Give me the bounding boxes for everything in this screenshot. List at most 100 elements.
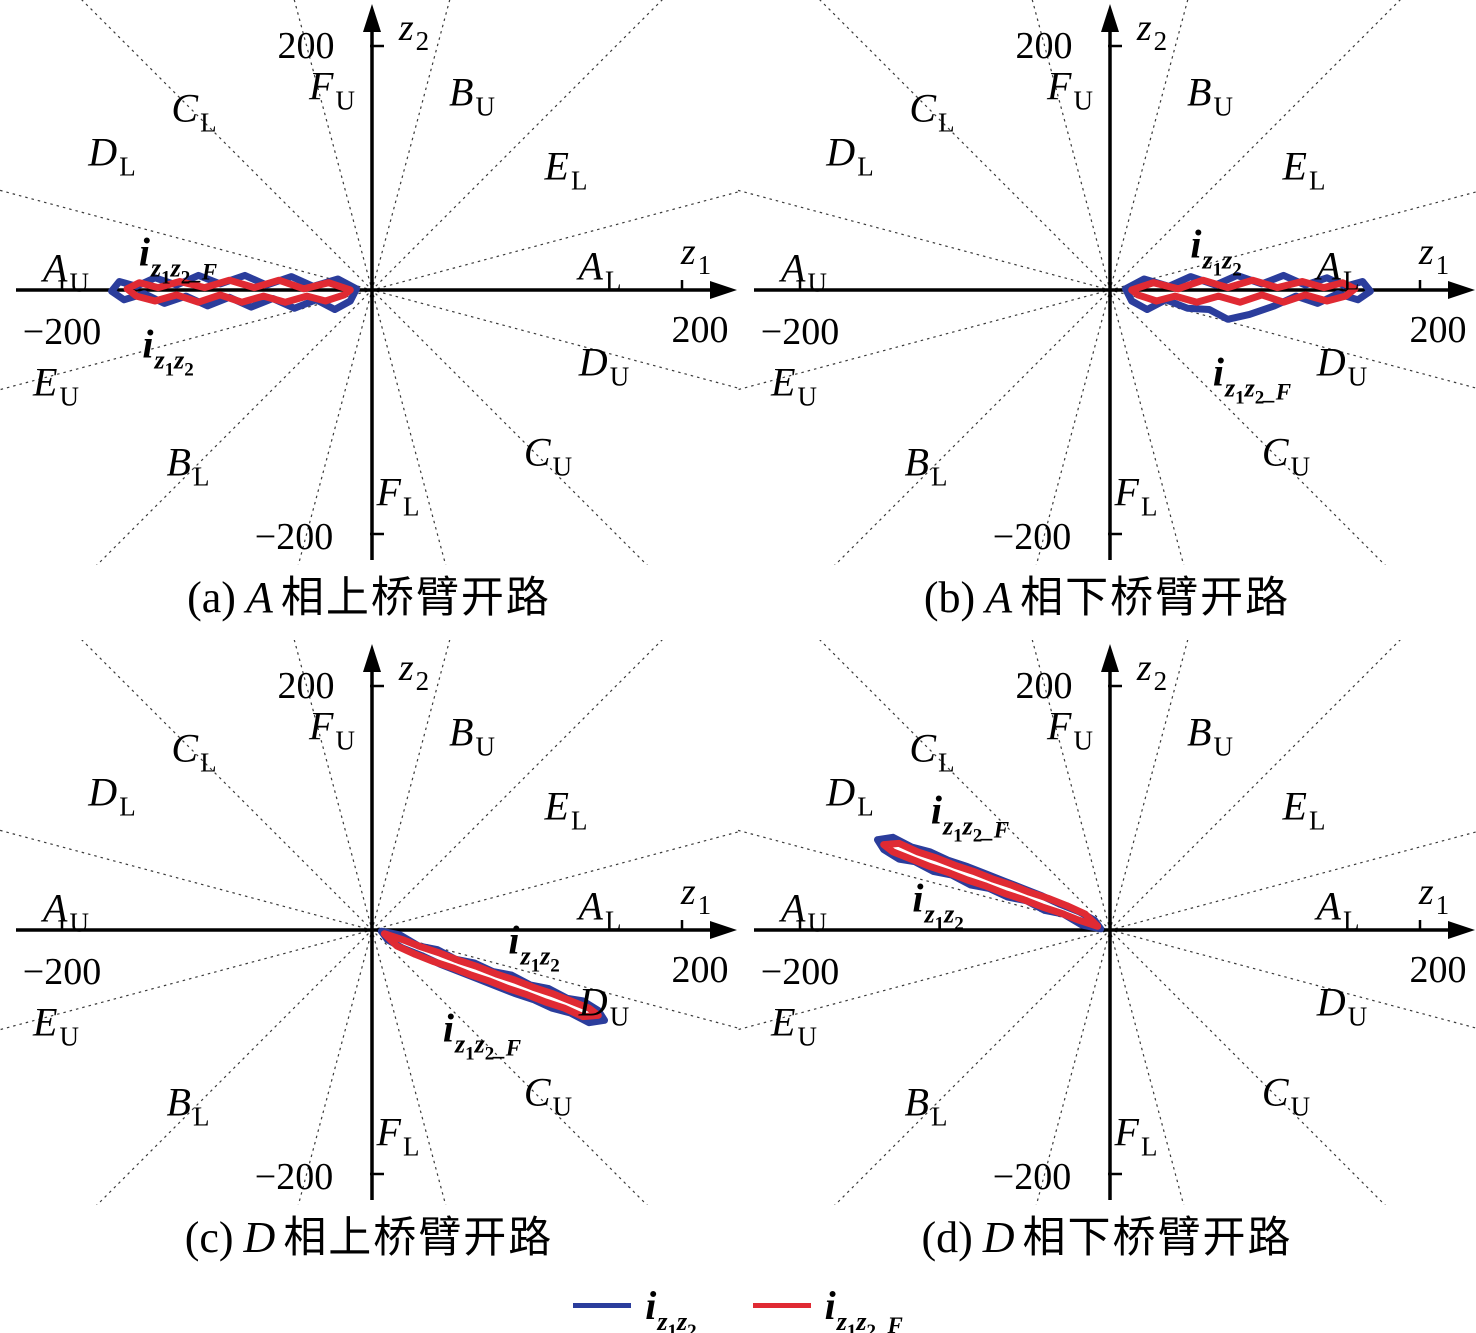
y-axis-label-main: z [398,647,414,689]
current-symbol-i: i [142,321,154,367]
subscript-digit: 1 [934,913,945,935]
sector-label-C-L-sub: L [938,107,955,138]
subscript-digit: 2 [550,955,560,977]
sector-label-B-L-main: B [166,1079,191,1125]
y-axis-label-sub: 2 [415,26,430,56]
subscript-digit: 1 [465,1043,475,1065]
sector-label-B-U-main: B [449,69,474,115]
annotation-label-izz: iz1z2 [1190,222,1241,281]
sector-label-B-L: BL [905,1079,948,1132]
sector-label-D-L: DL [88,129,135,182]
sector-label-A-U-sub: U [69,907,89,938]
legend-item-izz: iz1z2 [573,1282,697,1333]
y-axis-label-main: z [1136,647,1152,689]
y-tick-label-0: 200 [1015,25,1073,67]
subscript-z: z [962,811,973,841]
sector-label-A-U: AU [43,245,89,298]
caption-text: 相上桥臂开路 [283,1214,554,1262]
annotation-izz-b: iz1z2 [1190,221,1241,281]
sector-label-A-L-main: A [578,243,603,289]
sector-label-E-U-main: E [771,999,796,1045]
x-axis-label-main: z [680,231,696,273]
current-symbol-i: i [1212,349,1225,395]
sector-label-A-L-main: A [1316,883,1341,929]
subplot-d: −200 200 200 −200 z1 z2 AU AL BU BL CL CU DL DU EL EU FU… [738,640,1476,1280]
annotation-label-izz: iz1z2 [912,876,963,935]
current-subscript: z1z2 [924,900,963,935]
sector-label-E-L: EL [545,783,588,836]
sector-label-D-L-main: D [88,769,118,815]
sector-label-B-L-sub: L [930,1101,948,1132]
sector-label-F-L: FL [1115,1109,1158,1162]
annotation-izz-a: iz1z2 [142,321,193,381]
sector-label-F-L-main: F [1114,469,1139,515]
y-axis-label: z2 [398,646,429,696]
sector-label-C-L-sub: L [200,747,217,778]
subscript-z: z [1222,245,1233,275]
sector-label-B-U-sub: U [475,91,495,122]
sector-label-C-U-main: C [523,429,551,475]
sector-label-A-U-main: A [43,245,68,291]
sector-label-D-U-sub: U [609,1001,630,1032]
sector-label-D-L-sub: L [119,791,136,822]
sector-label-C-U-main: C [1261,1069,1289,1115]
legend-item-izzF: iz1z2_F [752,1282,903,1333]
plot-area-b: −200 200 200 −200 z1 z2 AU AL BU BL CL CU DL DU EL EU FU… [738,0,1476,565]
sector-label-E-L: EL [1283,143,1326,196]
sector-label-C-L-main: C [171,725,199,771]
y-tick-label-0: 200 [277,25,335,67]
subscript-z: z [540,941,551,971]
caption-prefix: (c) [184,1213,234,1262]
caption-a: (a) A 相上桥臂开路 [0,563,738,640]
sector-label-C-U: CU [1261,429,1310,482]
subscript-z: z [944,899,955,929]
sector-label-C-L: CL [909,85,954,138]
sector-label-A-U-sub: U [807,267,827,298]
sector-label-F-U-sub: U [335,725,355,756]
x-axis-label-main: z [1418,871,1434,913]
sector-label-D-U-sub: U [1347,361,1368,392]
x-axis-label-main: z [680,871,696,913]
sector-label-F-L-main: F [376,1109,401,1155]
x-tick-label-0: −200 [760,951,840,993]
sector-label-D-U: DU [1317,979,1367,1032]
sector-label-D-L: DL [826,129,873,182]
y-axis-label-main: z [1136,7,1152,49]
subscript-z: z [474,1029,485,1059]
current-symbol-i: i [824,1283,836,1328]
sector-label-D-U-main: D [578,979,608,1025]
sector-label-C-U-main: C [1261,429,1289,475]
sector-label-B-L-sub: L [930,461,948,492]
legend-label-izz: iz1z2 [645,1282,696,1333]
y-axis-arrow [1101,644,1119,672]
sector-label-A-L-main: A [1316,243,1341,289]
annotation-izzF-d: iz1z2_F [931,787,1009,847]
annotation-label-izzF: iz1z2_F [443,1006,521,1065]
x-tick-label-1: 200 [671,309,729,351]
y-tick-label-1: −200 [992,1156,1072,1198]
sector-label-D-U: DU [579,339,629,392]
sector-label-A-U: AU [43,885,89,938]
sector-label-E-U-sub: U [797,1021,817,1052]
subscript-digit: 1 [953,825,963,847]
sector-label-F-U-main: F [309,703,334,749]
caption-phase: A [245,573,273,622]
subscript-z: z [170,253,181,283]
x-axis-label: z1 [680,870,711,920]
sector-label-B-U-sub: U [475,731,495,762]
x-tick-label-0: −200 [760,311,840,353]
sector-label-D-L-main: D [826,129,856,175]
sector-label-B-L: BL [167,439,210,492]
legend-swatch-izz [573,1303,632,1308]
trajectory-i_z1z2_F-d [880,839,1102,930]
sector-label-D-U: DU [1317,339,1367,392]
legend: iz1z2 iz1z2_F [0,1278,1476,1333]
sector-label-A-U-sub: U [807,907,827,938]
subscript-z: z [676,1307,688,1333]
subscript-digit: 1 [667,1321,677,1333]
sector-label-C-L-main: C [171,85,199,131]
sector-label-C-U-sub: U [552,1091,573,1122]
sector-label-C-L-sub: L [200,107,217,138]
x-axis-label-sub: 1 [697,890,712,920]
sector-label-D-L: DL [88,769,135,822]
